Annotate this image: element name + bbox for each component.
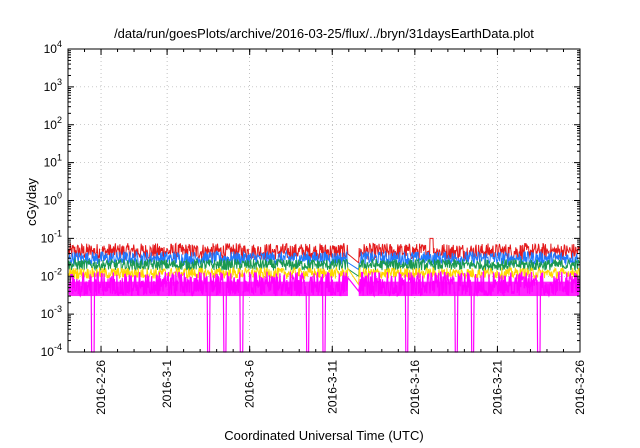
y-axis: 10-4 10-3 10-2 10-1 100 101 102 103 104 [41,39,580,359]
y-tick-label: 10-1 [41,228,62,245]
series-band [358,281,580,297]
chart-title: /data/run/goesPlots/archive/2016-03-25/f… [114,26,534,41]
x-tick-label: 2016-3-21 [490,360,504,415]
x-tick-label: 2016-3-6 [243,360,257,408]
x-tick-label: 2016-3-1 [160,360,174,408]
y-tick-label: 100 [44,191,62,208]
x-axis-label: Coordinated Universal Time (UTC) [224,428,423,443]
y-tick-label: 10-2 [41,266,62,283]
y-tick-label: 104 [44,39,62,56]
y-tick-label: 10-3 [41,304,62,321]
series-line [68,237,580,264]
x-tick-label: 2016-3-26 [573,360,587,415]
y-tick-label: 102 [44,115,62,132]
y-axis-label: cGy/day [24,178,39,226]
y-tick-label: 10-4 [41,342,62,359]
x-tick-label: 2016-3-16 [408,360,422,415]
x-tick-label: 2016-2-26 [94,360,108,415]
x-axis: 2016-2-26 2016-3-1 2016-3-6 2016-3-11 2016-3… [67,49,587,415]
series-band [68,281,348,297]
x-tick-label: 2016-3-11 [325,360,339,414]
grid [68,48,581,353]
y-tick-label: 103 [44,77,62,94]
series-line [68,257,580,278]
y-tick-label: 101 [44,153,62,170]
plot-area [68,237,580,353]
series-line [68,266,580,287]
